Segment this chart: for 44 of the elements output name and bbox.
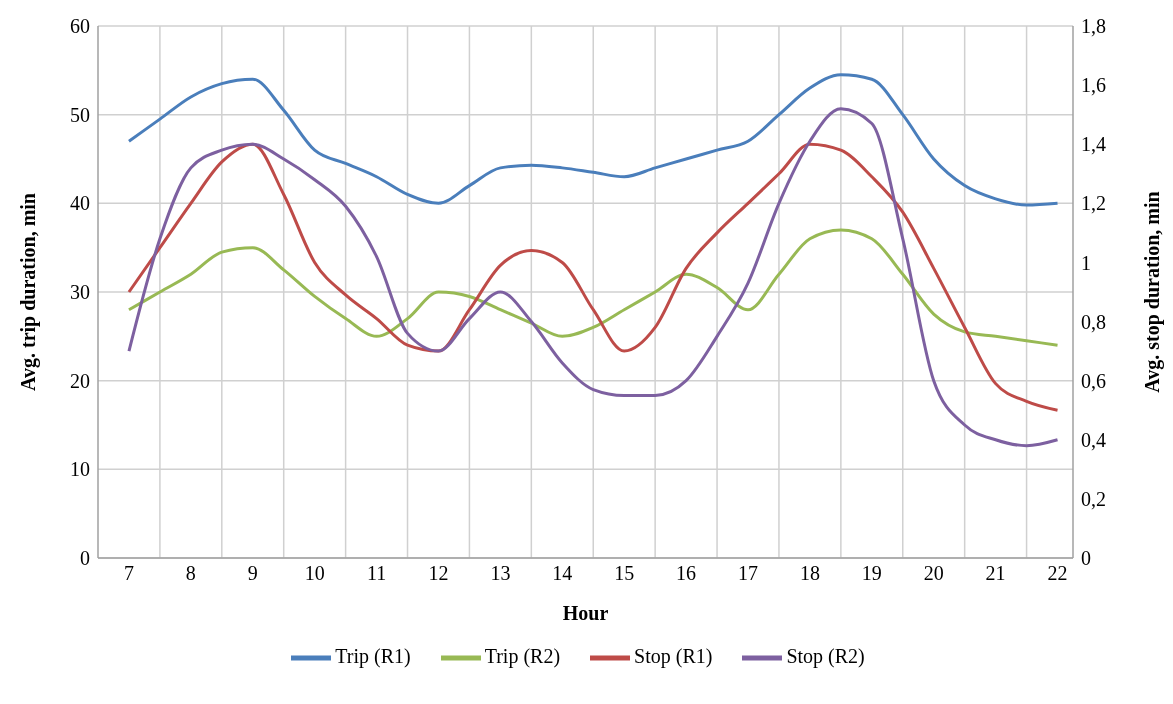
- legend-label: Stop (R2): [786, 644, 865, 667]
- y-tick-label: 40: [70, 192, 90, 215]
- y2-tick-label: 1,4: [1081, 133, 1106, 156]
- y-tick-label: 30: [70, 281, 90, 304]
- y2-tick-label: 1,2: [1081, 192, 1106, 215]
- x-tick-label: 22: [1047, 562, 1068, 585]
- y2-axis-title: Avg. stop duration, min: [1141, 191, 1165, 393]
- x-tick-label: 17: [738, 562, 758, 585]
- x-tick-label: 12: [428, 562, 449, 585]
- y2-tick-label: 1,8: [1081, 15, 1106, 38]
- x-tick-label: 11: [366, 562, 387, 585]
- x-tick-label: 19: [861, 562, 882, 585]
- x-tick-label: 21: [985, 562, 1006, 585]
- legend-label: Trip (R1): [335, 644, 411, 667]
- x-tick-label: 16: [676, 562, 697, 585]
- x-axis-title: Hour: [562, 602, 609, 624]
- y-tick-label: 20: [70, 369, 90, 392]
- y2-tick-label: 0,2: [1081, 487, 1106, 510]
- x-tick-label: 13: [490, 562, 511, 585]
- line-series: [127, 142, 1060, 412]
- legend-label: Trip (R2): [484, 644, 561, 667]
- line-series: [127, 73, 1060, 207]
- y2-tick-label: 0,6: [1081, 369, 1106, 392]
- legend-label: Stop (R1): [634, 644, 713, 667]
- x-tick-label: 14: [552, 562, 573, 585]
- x-tick-label: 7: [123, 562, 134, 585]
- y-tick-label: 10: [70, 458, 90, 481]
- y2-tick-label: 0,8: [1081, 310, 1106, 333]
- y2-tick-label: 0: [1081, 547, 1091, 570]
- y-tick-label: 60: [70, 15, 90, 38]
- y-axis-title: Avg. trip duration, min: [17, 193, 41, 391]
- x-tick-label: 20: [923, 562, 944, 585]
- y2-tick-label: 1: [1081, 251, 1091, 274]
- x-tick-label: 10: [304, 562, 325, 585]
- y2-tick-label: 1,6: [1081, 74, 1106, 97]
- y2-tick-label: 0,4: [1081, 428, 1106, 451]
- y-tick-label: 50: [70, 103, 90, 126]
- x-tick-label: 18: [799, 562, 820, 585]
- line-series: [127, 228, 1060, 347]
- line-series: [127, 107, 1060, 448]
- x-tick-label: 9: [247, 562, 258, 585]
- x-tick-label: 15: [614, 562, 635, 585]
- y-tick-label: 0: [80, 547, 90, 570]
- x-tick-label: 8: [185, 562, 196, 585]
